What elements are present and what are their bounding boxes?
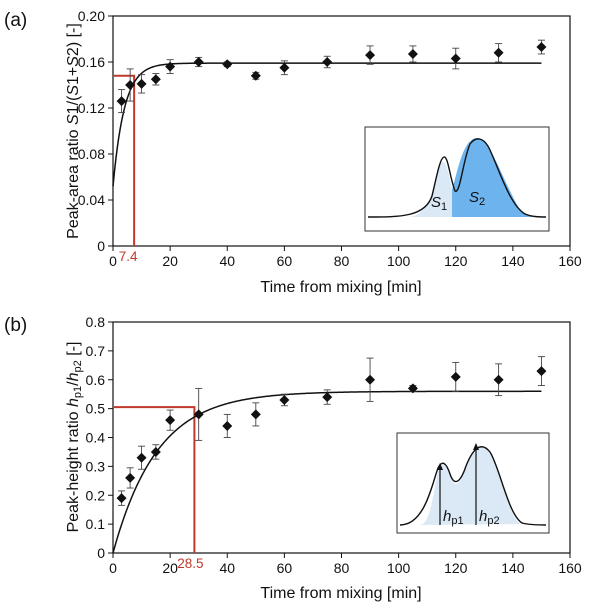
panel-b-ytick-label: 0.6 xyxy=(86,372,106,388)
panel-b-ytick-label: 0.1 xyxy=(86,516,106,532)
panel-b-xtick-label: 100 xyxy=(387,560,411,576)
panel-a-data-point xyxy=(150,74,161,85)
panel-b-xtick-label: 80 xyxy=(334,560,350,576)
panel-a-ytick-label: 0.08 xyxy=(78,146,105,162)
panel-a-marker-line xyxy=(113,74,136,246)
panel-a-data-point xyxy=(493,47,504,58)
panel-a-data-point xyxy=(450,53,461,64)
panel-a-data-point xyxy=(365,50,376,61)
panel-b-ytick-label: 0.8 xyxy=(86,314,106,330)
inset-a-peak2-letter: S xyxy=(469,189,479,206)
inset-b-hp1-arrowhead xyxy=(437,463,443,470)
inset-b-peak1-sub: p1 xyxy=(451,515,463,527)
panel-b-marker-label: 28.5 xyxy=(177,556,203,571)
panel-a-xtick-label: 160 xyxy=(558,253,582,269)
panel-a-ytick-label: 0.16 xyxy=(78,54,105,70)
panel-a-ylabel: Peak-area ratio S1/(S1+S2) [-] xyxy=(65,23,82,239)
panel-a-xtick-label: 100 xyxy=(387,253,411,269)
panel-b-ytick-label: 0.7 xyxy=(86,343,106,359)
panel-a-label: (a) xyxy=(4,10,27,31)
panel-b-xtick-label: 120 xyxy=(444,560,468,576)
panel-b-ytick-label: 0 xyxy=(97,545,105,561)
panel-b-xtick-label: 140 xyxy=(501,560,525,576)
inset-a-peak1-letter: S xyxy=(431,194,441,211)
panel-b-data-point xyxy=(407,383,418,394)
inset-b-hp2-arrowhead xyxy=(473,443,479,450)
panel-a-xtick-label: 20 xyxy=(162,253,178,269)
panel-b-xtick-label: 0 xyxy=(109,560,117,576)
panel-a-data-point xyxy=(165,61,176,72)
panel-b-inset: hp1 hp2 xyxy=(396,432,550,534)
panel-a-data-point xyxy=(116,96,127,107)
panel-b-data-point xyxy=(125,472,136,483)
panel-a-xtick-label: 60 xyxy=(277,253,293,269)
panel-b-data-point xyxy=(279,394,290,405)
panel-a-data-point xyxy=(136,78,147,89)
panel-a-ytick-label: 0 xyxy=(97,238,105,254)
inset-b-fill xyxy=(420,447,520,525)
panel-a-data-point xyxy=(322,57,333,67)
panel-a-data-point xyxy=(193,57,204,67)
panel-a-data-point xyxy=(222,59,233,70)
panel-b-xtick-label: 20 xyxy=(162,560,178,576)
panel-b-marker-line xyxy=(113,406,196,553)
panel-b-ytick-label: 0.2 xyxy=(86,487,106,503)
panel-a-plot-area: 0 20 40 60 80 100 120 140 160 0 0.04 0.08 0.12 0.16 0.… xyxy=(78,8,582,269)
panel-b-data-point xyxy=(493,374,504,385)
panel-b-data-point xyxy=(250,409,261,420)
inset-b-peak1-label: hp1 xyxy=(443,508,464,527)
panel-b: (b) Peak-height ratio hp1/hp2 [-] Time f… xyxy=(4,314,582,602)
inset-a-peak2-sub: 2 xyxy=(479,196,485,208)
panel-b-xtick-label: 160 xyxy=(558,560,582,576)
inset-b-peak2-sub: p2 xyxy=(487,515,499,527)
panel-b-xtick-label: 40 xyxy=(219,560,235,576)
panel-a-ytick-label: 0.20 xyxy=(78,8,105,24)
inset-b-peak1-letter: h xyxy=(443,508,451,525)
panel-a-data-point xyxy=(125,80,136,90)
panel-a-ytick-label: 0.12 xyxy=(78,100,105,116)
panel-b-data-point xyxy=(136,452,147,463)
panel-b-data-point xyxy=(365,374,376,385)
panel-a-xtick-label: 120 xyxy=(444,253,468,269)
inset-a-curve xyxy=(367,138,547,218)
panel-a-data-point xyxy=(279,62,290,73)
panel-b-data-point xyxy=(116,493,127,504)
panel-b-data-point xyxy=(165,415,176,426)
inset-a-peak1-fill xyxy=(408,161,452,217)
panel-b-data-point xyxy=(450,371,461,382)
panel-b-data-point xyxy=(193,409,204,420)
inset-a-peak2-label: S2 xyxy=(469,189,485,208)
panel-a-xtick-label: 40 xyxy=(219,253,235,269)
panel-a-xlabel: Time from mixing [min] xyxy=(260,279,421,296)
panel-a: (a) Peak-area ratio S1/(S1+S2) [-] Time … xyxy=(4,8,582,296)
panel-a-data-point xyxy=(536,42,547,53)
inset-a-peak2-fill xyxy=(452,137,540,217)
panel-b-ytick-label: 0.5 xyxy=(86,401,106,417)
panel-b-ytick-label: 0.3 xyxy=(86,458,106,474)
inset-a-peak1-sub: 1 xyxy=(441,201,447,213)
panel-b-data-point xyxy=(536,366,547,377)
panel-a-xtick-label: 140 xyxy=(501,253,525,269)
inset-b-peak2-label: hp2 xyxy=(479,508,500,527)
panel-b-data-point xyxy=(150,446,161,457)
panel-a-data-point xyxy=(407,48,418,59)
inset-b-peak2-letter: h xyxy=(479,508,487,525)
panel-b-xlabel: Time from mixing [min] xyxy=(260,585,421,602)
panel-a-marker-label: 7.4 xyxy=(119,249,138,264)
panel-b-data-point xyxy=(222,420,233,431)
panel-b-data-point xyxy=(322,392,333,403)
panel-b-plot-area: 0 20 40 60 80 100 120 140 160 0 0.1 0.2 0.3 0.4 0.5 0.6… xyxy=(86,314,582,576)
inset-a-peak1-label: S1 xyxy=(431,194,447,213)
panel-b-ytick-label: 0.4 xyxy=(86,430,106,446)
panel-a-xtick-label: 80 xyxy=(334,253,350,269)
panel-a-data-point xyxy=(250,70,261,81)
panel-b-label: (b) xyxy=(4,315,27,336)
panel-a-ytick-label: 0.04 xyxy=(78,192,105,208)
panel-b-ylabel: Peak-height ratio hp1/hp2 [-] xyxy=(65,342,84,533)
panel-a-xtick-label: 0 xyxy=(109,253,117,269)
panel-b-xtick-label: 60 xyxy=(277,560,293,576)
panel-a-inset: S1 S2 xyxy=(364,126,550,232)
